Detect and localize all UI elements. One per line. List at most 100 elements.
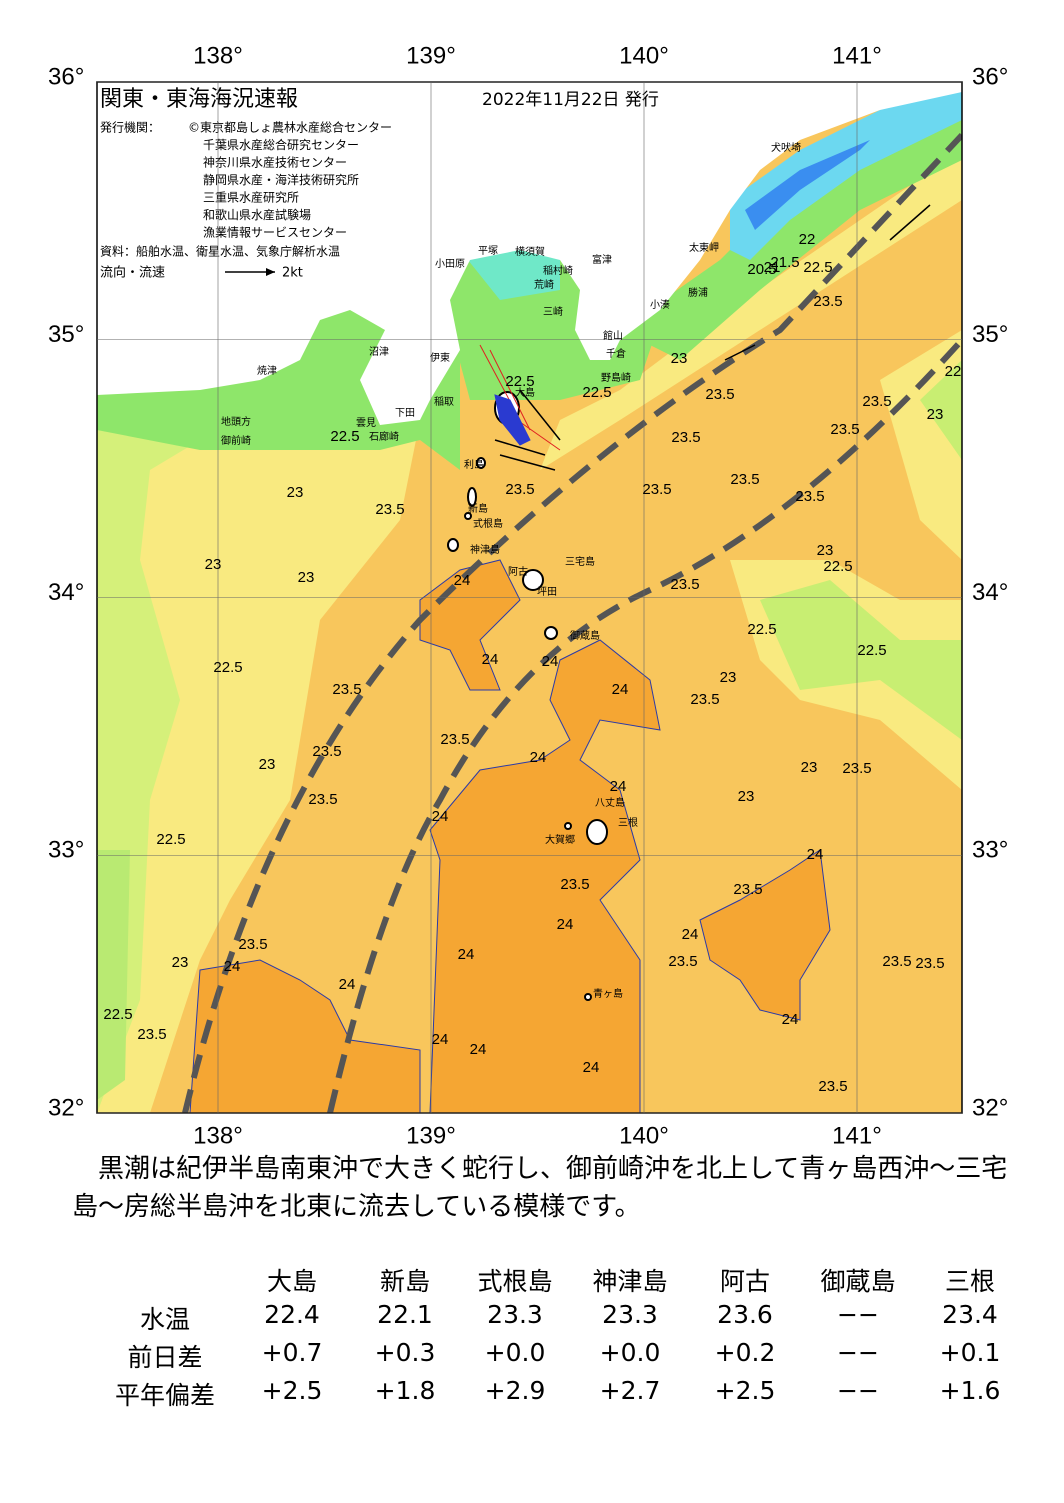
contour-label: 23.5: [668, 953, 697, 970]
contour-label: 22: [799, 231, 816, 248]
contour-label: 23.5: [308, 791, 337, 808]
contour-label: 23.5: [730, 471, 759, 488]
lon-label: 138°: [193, 42, 243, 69]
place-name: 阿古: [508, 565, 528, 578]
contour-label: 24: [224, 958, 241, 975]
contour-label: 23.5: [312, 743, 341, 760]
contour-label: 23.5: [670, 576, 699, 593]
lat-label: 32°: [972, 1094, 1008, 1121]
table-cell: −−: [837, 1376, 879, 1405]
contour-label: 23.5: [795, 488, 824, 505]
contour-label: 23: [287, 484, 304, 501]
contour-label: 24: [530, 749, 547, 766]
contour-label: 24: [458, 946, 475, 963]
column-header: 大島: [266, 1267, 318, 1296]
lat-label: 34°: [972, 579, 1008, 606]
place-name: 勝浦: [688, 286, 708, 299]
table-cell: +0.1: [939, 1338, 1001, 1367]
contour-label: 24: [339, 976, 356, 993]
contour-label: 23: [671, 350, 688, 367]
table-cell: +2.5: [714, 1376, 776, 1405]
column-header: 神津島: [592, 1267, 668, 1296]
contour-label: 24: [454, 572, 471, 589]
place-name: 富津: [592, 253, 612, 266]
place-name: 三宅島: [565, 555, 595, 568]
place-name: 雲見: [356, 417, 376, 429]
place-name: 式根島: [473, 517, 503, 530]
lon-label: 141°: [832, 42, 882, 69]
table-cell: +0.7: [261, 1338, 323, 1367]
lon-label: 140°: [619, 42, 669, 69]
table-cell: +0.3: [374, 1338, 436, 1367]
table-cell: −−: [837, 1300, 879, 1329]
place-name: 稲取: [434, 396, 454, 408]
title: 関東・東海海況速報: [100, 87, 298, 112]
place-name: 大賀郷: [545, 833, 575, 846]
contour-label: 24: [612, 681, 629, 698]
contour-label: 24: [432, 808, 449, 825]
lat-label: 33°: [972, 837, 1008, 864]
contour-label: 23.5: [830, 421, 859, 438]
lon-label: 138°: [193, 1122, 243, 1149]
issuer: 漁業情報サービスセンター: [203, 226, 347, 240]
contour-label: 24: [807, 846, 824, 863]
contour-label: 23.5: [882, 953, 911, 970]
contour-label: 22.5: [857, 642, 886, 659]
table-cell: +0.0: [484, 1338, 546, 1367]
table-cell: +2.5: [261, 1376, 323, 1405]
place-name: 御前崎: [221, 434, 251, 447]
place-name: 石廊崎: [369, 430, 399, 443]
place-name: 太東岬: [689, 241, 719, 254]
lat-label: 35°: [48, 321, 84, 348]
contour-label: 22.5: [505, 373, 534, 390]
lon-label: 141°: [832, 1122, 882, 1149]
table-cell: +2.7: [599, 1376, 661, 1405]
lon-label: 140°: [619, 1122, 669, 1149]
contour-label: 22.5: [213, 659, 242, 676]
contour-label: 24: [610, 778, 627, 795]
map: 関東・東海海況速報 2022年11月22日 発行 発行機関： 資料：船舶水温、衛…: [48, 42, 1008, 1149]
contour-label: 21: [764, 259, 781, 276]
column-header: 御蔵島: [820, 1267, 896, 1296]
place-name: 御蔵島: [570, 629, 600, 642]
contour-label: 23.5: [842, 760, 871, 777]
row-label: 前日差: [127, 1343, 203, 1372]
place-name: 館山: [603, 329, 623, 342]
contour-label: 24: [557, 916, 574, 933]
issuer: 千葉県水産総合研究センター: [203, 137, 359, 152]
issuer: ©東京都島しょ農林水産総合センター: [188, 120, 392, 135]
column-header: 三根: [944, 1267, 996, 1296]
contour-label: 23.5: [733, 881, 762, 898]
table-cell: 22.4: [264, 1300, 320, 1329]
place-name: 焼津: [257, 365, 277, 377]
flow-legend-speed: 2kt: [282, 266, 303, 281]
contour-label: 23: [927, 406, 944, 423]
contour-label: 22.5: [103, 1006, 132, 1023]
table-cell: +0.2: [714, 1338, 776, 1367]
issuer: 神奈川県水産技術センター: [203, 155, 347, 170]
row-label: 水温: [139, 1305, 191, 1334]
lon-label: 139°: [406, 42, 456, 69]
contour-label: 24: [583, 1059, 600, 1076]
issuers-label: 発行機関：: [100, 120, 160, 135]
flow-legend-arrowhead: [266, 268, 275, 276]
place-name: 小湊: [650, 298, 670, 311]
place-name: 沼津: [369, 345, 389, 358]
contour-label: 23.5: [813, 293, 842, 310]
place-name: 野島崎: [601, 371, 631, 384]
contour-label: 23: [259, 756, 276, 773]
contour-label: 24: [542, 653, 559, 670]
place-name: 三根: [618, 816, 638, 829]
contour-label: 23.5: [862, 393, 891, 410]
issuer: 和歌山県水産試験場: [203, 207, 311, 222]
contour-label: 23.5: [137, 1026, 166, 1043]
place-name: 荒崎: [534, 278, 554, 291]
place-name: 神津島: [470, 543, 500, 556]
contour-label: 23: [738, 788, 755, 805]
contour-label: 23: [817, 542, 834, 559]
contour-label: 23.5: [915, 955, 944, 972]
source: 資料：船舶水温、衛星水温、気象庁解析水温: [100, 244, 340, 259]
place-name: 横須賀: [515, 245, 545, 258]
place-name: 平塚: [478, 245, 498, 257]
